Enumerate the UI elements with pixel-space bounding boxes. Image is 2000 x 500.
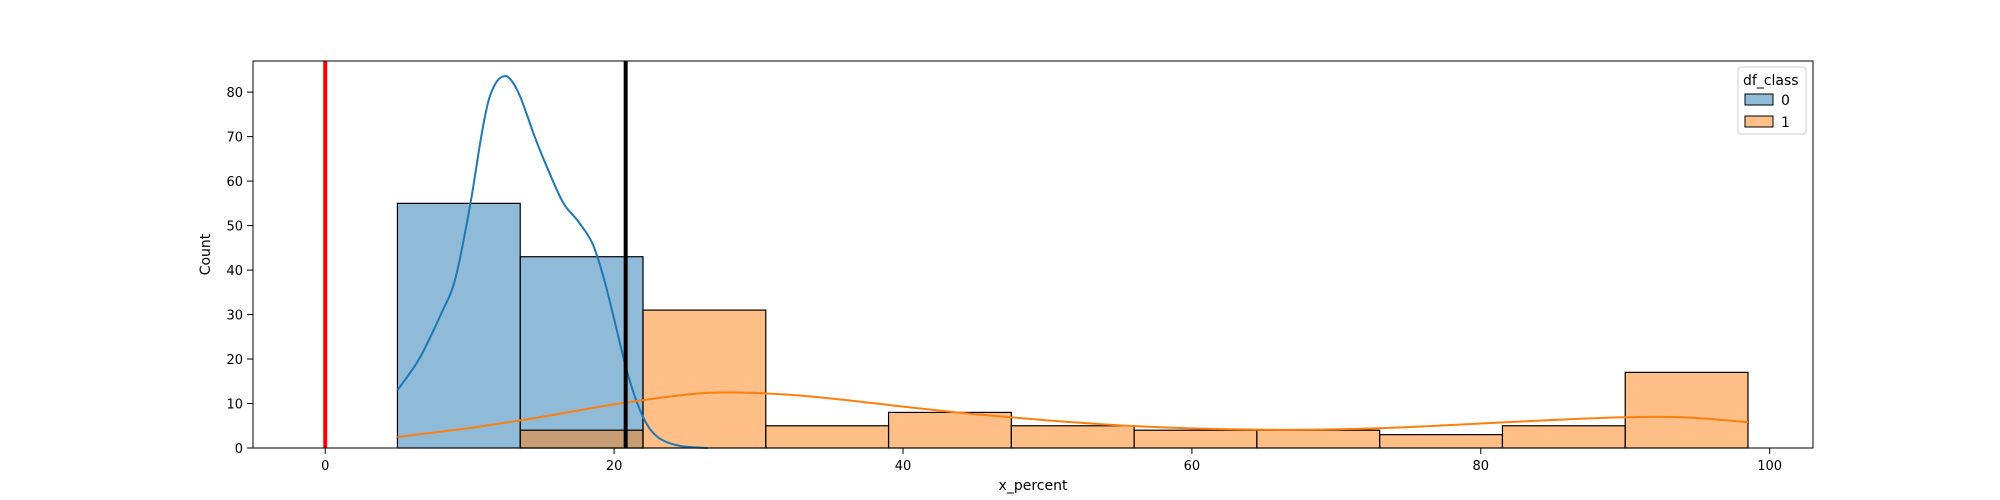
x-tick-label: 60 <box>1184 459 1201 474</box>
y-tick-label: 60 <box>226 175 243 190</box>
x-tick-label: 20 <box>606 459 623 474</box>
y-tick-label: 70 <box>226 131 243 146</box>
legend-title: df_class <box>1743 73 1799 89</box>
x-axis-label: x_percent <box>999 478 1068 494</box>
y-tick-label: 10 <box>226 398 243 413</box>
y-tick-label: 20 <box>226 353 243 368</box>
x-tick-label: 40 <box>895 459 912 474</box>
plot-frame <box>252 60 1814 449</box>
bar-series0-0 <box>396 202 521 449</box>
bar-series1-6 <box>1256 429 1381 449</box>
bar-series1-1 <box>642 309 767 449</box>
bar-series1-2 <box>765 425 890 449</box>
bar-series1-9 <box>1624 371 1749 449</box>
bar-series1-5 <box>1133 429 1258 449</box>
legend-label-0: 0 <box>1781 93 1790 109</box>
y-tick-label: 80 <box>226 86 243 101</box>
y-axis-ticks: 0 10 20 30 40 50 60 70 80 <box>226 86 253 457</box>
kde-line-series0 <box>396 75 709 449</box>
histogram-bars <box>396 202 1749 449</box>
legend: df_class 0 1 <box>1737 66 1807 135</box>
kde-line-series1 <box>397 391 1749 438</box>
bar-series1-3 <box>887 411 1012 449</box>
legend-label-1: 1 <box>1781 115 1790 131</box>
y-tick-label: 50 <box>226 220 243 235</box>
x-tick-label: 100 <box>1757 459 1782 474</box>
y-axis-label: Count <box>198 233 214 275</box>
reference-lines <box>323 61 628 448</box>
legend-swatch-0 <box>1744 93 1774 106</box>
bar-series1-7 <box>1379 434 1504 449</box>
y-tick-label: 40 <box>226 264 243 279</box>
kde-curves <box>396 75 1749 449</box>
y-tick-label: 30 <box>226 309 243 324</box>
bar-series1-8 <box>1501 425 1626 449</box>
legend-swatch-1 <box>1744 115 1774 128</box>
x-tick-label: 80 <box>1473 459 1490 474</box>
x-axis-ticks: 0 20 40 60 80 100 <box>321 448 1782 474</box>
x-tick-label: 0 <box>321 459 329 474</box>
y-tick-label: 0 <box>235 442 243 457</box>
bar-series1-4 <box>1010 425 1135 449</box>
